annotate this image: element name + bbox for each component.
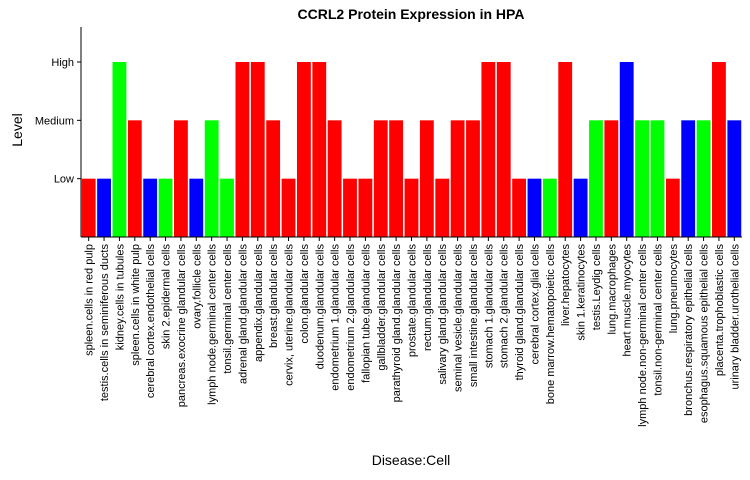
- y-tick-label: Low: [54, 174, 74, 186]
- bar-30: [542, 178, 557, 237]
- x-tick-label: tonsil.germinal center cells: [222, 244, 234, 374]
- bar-4: [143, 178, 158, 237]
- bar-0: [81, 178, 96, 237]
- x-tick-label: urinary bladder.urothelial cells: [729, 244, 741, 390]
- bar-36: [635, 120, 649, 237]
- bar-25: [466, 120, 480, 237]
- x-tick-label: gallbladder.glandular cells: [376, 244, 388, 371]
- bar-14: [296, 62, 311, 237]
- x-tick-label: spleen.cells in red pulp: [84, 244, 96, 356]
- bar-29: [527, 178, 542, 237]
- bar-24: [450, 120, 465, 237]
- x-tick-label: colon.glandular cells: [299, 244, 311, 344]
- x-tick-label: heart muscle.myocytes: [622, 244, 634, 357]
- chart-title: CCRL2 Protein Expression in HPA: [298, 6, 525, 22]
- bars-group: [81, 62, 742, 237]
- x-tick-label: cerebral cortex.glial cells: [529, 244, 541, 365]
- bar-1: [97, 178, 111, 237]
- x-tick-label: duodenum.glandular cells: [314, 244, 326, 370]
- bar-15: [312, 62, 327, 237]
- x-tick-label: stomach 1.glandular cells: [483, 244, 495, 369]
- x-tick-label: testis.Leydig cells: [591, 244, 603, 331]
- bar-26: [481, 62, 496, 237]
- bar-41: [712, 62, 726, 237]
- bar-7: [189, 178, 204, 237]
- x-tick-label: bronchus.respiratory epithelial cells: [683, 244, 695, 416]
- x-tick-label: rectum.glandular cells: [422, 244, 434, 351]
- x-tick-label: stomach 2.glandular cells: [499, 244, 511, 369]
- bar-40: [696, 120, 711, 237]
- bar-5: [158, 178, 173, 237]
- x-tick-label: esophagus.squamous epithelial cells: [699, 244, 711, 424]
- bar-37: [650, 120, 665, 237]
- bar-17: [343, 178, 357, 237]
- x-tick-label: kidney.cells in tubules: [114, 244, 126, 351]
- x-tick-label: cerebral cortex.endothelial cells: [145, 244, 157, 399]
- x-tick-label: seminal vesicle.glandular cells: [453, 244, 465, 392]
- bar-27: [496, 62, 511, 237]
- bar-16: [327, 120, 342, 237]
- x-axis-label: Disease:Cell: [372, 452, 451, 468]
- x-tick-label: lymph node.non-germinal center cells: [637, 244, 649, 427]
- x-tick-label: lung.pneumocytes: [668, 244, 680, 334]
- x-tick-label: placenta.trophoblastic cells: [714, 244, 726, 377]
- x-tick-label: ovary.follicle cells: [191, 244, 203, 329]
- x-tick-label: parathyroid gland.glandular cells: [391, 244, 403, 403]
- bar-21: [404, 178, 419, 237]
- bar-3: [127, 120, 142, 237]
- x-tick-label: lymph node.germinal center cells: [207, 244, 219, 405]
- x-tick-label: appendix.glandular cells: [253, 244, 265, 363]
- y-ticks-group: Low Medium High: [35, 57, 81, 186]
- bar-39: [681, 120, 696, 237]
- bar-13: [281, 178, 296, 237]
- x-tick-label: lung.macrophages: [606, 244, 618, 335]
- x-tick-label: cervix, uterine.glandular cells: [284, 244, 296, 386]
- bar-42: [727, 120, 742, 237]
- bar-32: [573, 178, 588, 237]
- x-tick-label: salivary gland.glandular cells: [437, 244, 449, 385]
- x-tick-label: skin 2.epidermal cells: [161, 244, 173, 350]
- y-tick-label: High: [51, 57, 74, 69]
- bar-10: [235, 62, 250, 237]
- bar-11: [250, 62, 265, 237]
- x-tick-label: pancreas.exocrine glandular cells: [176, 244, 188, 408]
- bar-18: [358, 178, 373, 237]
- x-tick-label: endometrium 2.glandular cells: [345, 244, 357, 391]
- x-tick-label: tonsil.non-germinal center cells: [652, 244, 664, 396]
- bar-9: [220, 178, 234, 237]
- x-tick-label: prostate.glandular cells: [407, 244, 419, 358]
- x-tick-label: bone marrow.hematopoietic cells: [545, 244, 557, 405]
- x-tick-label: breast.glandular cells: [268, 244, 280, 348]
- x-tick-label: skin 1.keratinocytes: [576, 244, 588, 341]
- bar-34: [604, 120, 619, 237]
- bar-8: [204, 120, 219, 237]
- x-tick-label: liver.hepatocytes: [560, 244, 572, 326]
- bar-28: [512, 178, 527, 237]
- bar-2: [112, 62, 127, 237]
- bar-22: [419, 120, 434, 237]
- x-tick-label: endometrium 1.glandular cells: [330, 244, 342, 391]
- y-tick-label: Medium: [35, 115, 74, 127]
- x-tick-label: adrenal gland.glandular cells: [237, 244, 249, 385]
- x-tick-label: testis.cells in seminiferous ducts: [99, 244, 111, 402]
- bar-19: [373, 120, 388, 237]
- bar-12: [266, 120, 281, 237]
- x-tick-label: spleen.cells in white pulp: [130, 244, 142, 366]
- bar-6: [174, 120, 188, 237]
- bar-35: [619, 62, 634, 237]
- bar-33: [589, 120, 603, 237]
- y-axis-label: Level: [9, 113, 25, 146]
- x-tick-label: thyroid gland.glandular cells: [514, 244, 526, 381]
- bar-23: [435, 178, 450, 237]
- x-tick-label: fallopian tube.glandular cells: [360, 244, 372, 383]
- x-tick-label: small intestine.glandular cells: [468, 244, 480, 388]
- bar-31: [558, 62, 573, 237]
- x-ticks-group: spleen.cells in red pulp testis.cells in …: [84, 237, 741, 427]
- bar-38: [665, 178, 680, 237]
- bar-20: [389, 120, 404, 237]
